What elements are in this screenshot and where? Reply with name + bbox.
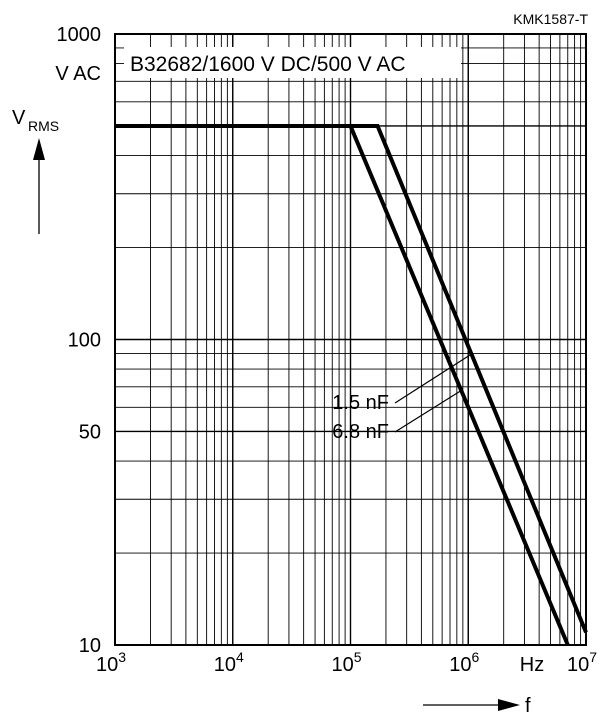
y-unit-label: V AC — [55, 63, 101, 85]
y-tick-label: 10 — [79, 635, 101, 657]
x-unit-label: Hz — [520, 654, 544, 676]
series-line — [115, 124, 570, 646]
x-tick-exponent: 4 — [236, 649, 244, 665]
x-tick-base: 10 — [449, 654, 471, 676]
x-tick-exponent: 3 — [118, 649, 126, 665]
chart-title: B32682/1600 V DC/500 V AC — [130, 53, 406, 76]
x-tick-base: 10 — [214, 654, 236, 676]
x-tick-base: 10 — [331, 654, 353, 676]
series-label: 1.5 nF — [332, 392, 389, 414]
series-label: 6.8 nF — [332, 421, 389, 443]
x-tick-base: 10 — [96, 654, 118, 676]
figure-reference: KMK1587-T — [513, 11, 588, 27]
x-tick-label: 107 — [567, 649, 597, 676]
series — [115, 124, 588, 646]
x-tick-exponent: 7 — [589, 649, 597, 665]
x-tick-label: 103 — [96, 649, 126, 676]
x-tick-exponent: 5 — [354, 649, 362, 665]
y-tick-labels: 1000 100 50 10 — [57, 24, 102, 657]
y-axis-arrow-icon — [33, 138, 45, 234]
x-tick-labels: 103 104 105 106 107 — [96, 649, 597, 676]
y-tick-label: 1000 — [57, 24, 102, 46]
y-axis-label-sub: RMS — [28, 118, 59, 134]
x-axis-label: f — [525, 695, 531, 716]
y-arrow-head — [33, 138, 45, 160]
series-label-leader — [394, 389, 463, 433]
x-axis-arrow-icon — [423, 699, 520, 711]
y-axis-label: V RMS — [12, 107, 59, 134]
plot-frame — [114, 33, 587, 646]
series-labels: 1.5 nF 6.8 nF — [332, 354, 471, 443]
title-box — [124, 47, 461, 78]
x-tick-label: 105 — [331, 649, 361, 676]
series-label-leader — [394, 354, 471, 404]
x-arrow-head — [498, 699, 520, 711]
x-tick-label: 104 — [214, 649, 244, 676]
y-axis-label-main: V — [12, 107, 26, 129]
x-tick-exponent: 6 — [471, 649, 479, 665]
y-tick-label: 50 — [79, 421, 101, 443]
x-tick-base: 10 — [567, 654, 589, 676]
y-tick-label: 100 — [68, 330, 101, 352]
x-tick-label: 106 — [449, 649, 479, 676]
